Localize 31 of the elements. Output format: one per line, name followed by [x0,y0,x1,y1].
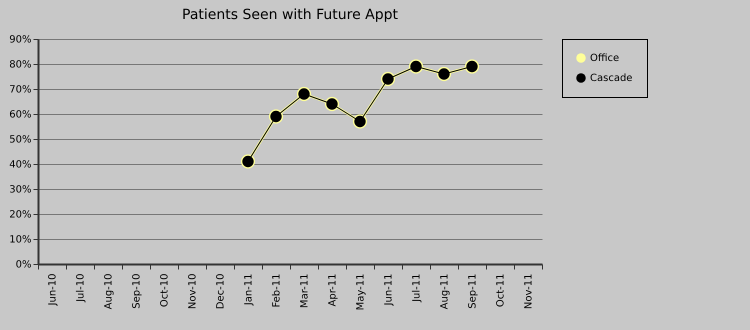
y-tick-label: 40% [9,160,32,170]
legend-label: Office [590,53,620,64]
y-tick-label: 10% [9,234,32,246]
y-tick-label: 70% [9,84,32,96]
x-tick-label: Sep-10 [132,274,142,309]
x-tick-label: Oct-10 [160,274,170,308]
x-tick-label: Mar-11 [300,274,310,308]
x-tick-label: Aug-10 [104,274,114,310]
y-tick-label: 90% [9,34,32,46]
x-tick-label: Oct-11 [496,274,506,308]
y-tick-label: 60% [9,110,32,120]
chart-title: Patients Seen with Future Appt [182,7,398,23]
x-tick-label: Jan-11 [244,274,254,306]
x-tick-label: Feb-11 [272,274,282,308]
x-tick-label: Jul-10 [76,274,86,303]
x-tick-label: Apr-11 [328,274,338,306]
y-tick-label: 0% [16,260,32,270]
x-tick-label: Sep-11 [468,274,478,309]
x-tick-label: Jun-10 [48,274,58,306]
y-tick-label: 30% [9,184,32,196]
x-tick-label: Nov-11 [524,274,534,310]
x-tick-label: Dec-10 [216,274,226,310]
x-tick-label: Aug-11 [440,274,450,310]
x-tick-label: Jun-11 [384,274,394,306]
legend-label: Cascade [590,73,632,84]
x-tick-label: Nov-10 [188,274,198,310]
x-tick-label: May-11 [356,274,366,310]
x-tick-label: Jul-11 [412,274,422,303]
y-tick-label: 80% [9,60,32,70]
y-tick-label: 20% [9,210,32,220]
y-tick-label: 50% [9,134,32,146]
